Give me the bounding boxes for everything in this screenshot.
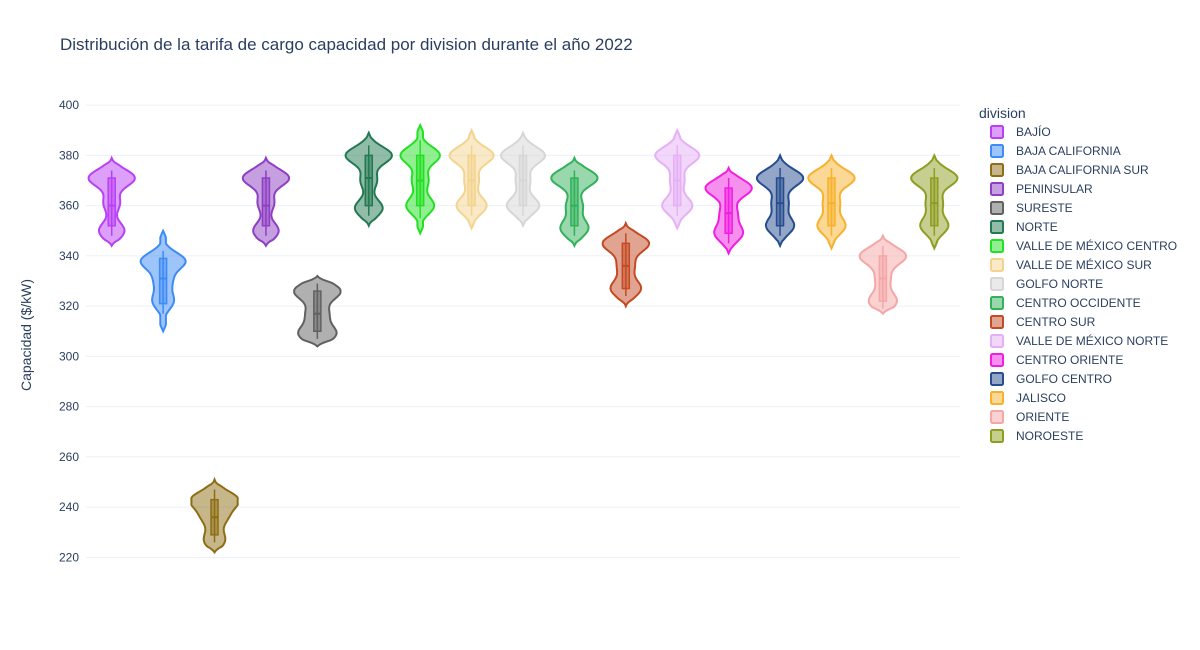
legend-item[interactable]: NORTE [990,220,1058,234]
y-tick-label: 380 [59,148,79,162]
legend-label: BAJA CALIFORNIA [1016,144,1121,158]
legend-swatch [990,296,1004,310]
legend-swatch [990,410,1004,424]
legend-swatch [990,201,1004,215]
box [261,177,271,227]
legend-swatch [990,334,1004,348]
violin-baja-california [139,228,187,334]
legend-swatch [990,220,1004,234]
legend-label: CENTRO OCCIDENTE [1016,296,1141,310]
y-tick-label: 340 [59,249,79,263]
violin-valle-de-m-xico-sur [448,127,495,231]
legend-label: NOROESTE [1016,429,1083,443]
legend-item[interactable]: ORIENTE [990,410,1069,424]
legend-item[interactable]: VALLE DE MÉXICO NORTE [990,333,1168,348]
legend-item[interactable]: NOROESTE [990,429,1083,443]
violin-noroeste [910,153,959,251]
y-tick-label: 360 [59,199,79,213]
legend-label: GOLFO NORTE [1016,277,1103,291]
violin-golfo-centro [755,152,805,249]
legend-title: division [979,105,1026,121]
legend-label: VALLE DE MÉXICO NORTE [1016,333,1168,348]
legend-label: BAJA CALIFORNIA SUR [1016,163,1149,177]
legend-swatch [990,372,1004,386]
y-gridlines [86,104,960,558]
y-tick-labels: 220 240 260 280 300 320 340 360 380 400 [59,98,79,564]
box [107,177,116,227]
legend-swatch [990,258,1004,272]
violin-valle-de-m-xico-centro [399,122,441,236]
y-tick-label: 280 [59,400,79,414]
y-tick-label: 240 [59,500,79,514]
violin-centro-occidente [550,155,599,249]
y-tick-label: 300 [59,349,79,363]
y-tick-label: 220 [59,550,79,564]
box [827,177,836,227]
legend-item[interactable]: JALISCO [990,391,1066,405]
legend-swatch [990,125,1004,139]
violin-peninsular [241,155,291,248]
legend-item[interactable]: CENTRO OCCIDENTE [990,296,1141,310]
violin-centro-oriente [704,165,753,256]
box [364,154,374,207]
box [724,187,733,235]
legend-swatch [990,163,1004,177]
legend-label: PENINSULAR [1016,182,1093,196]
box [775,177,785,227]
legend-label: JALISCO [1016,391,1066,405]
legend-label: ORIENTE [1016,410,1069,424]
legend-swatch [990,182,1004,196]
legend-item[interactable]: BAJA CALIFORNIA [990,144,1121,158]
legend-item[interactable]: BAJÍO [990,124,1051,139]
violin-norte [344,130,393,229]
violin-sureste [293,274,342,348]
y-tick-label: 400 [59,98,79,112]
legend-item[interactable]: PENINSULAR [990,182,1093,196]
legend-item[interactable]: VALLE DE MÉXICO CENTRO [990,238,1177,253]
box [158,257,168,305]
legend-label: NORTE [1016,220,1058,234]
violin-jalisco [807,153,856,251]
legend-swatch [990,277,1004,291]
violin-centro-sur [601,220,650,309]
legend-label: VALLE DE MÉXICO SUR [1016,257,1152,272]
legend-item[interactable]: CENTRO SUR [990,315,1096,329]
legend-item[interactable]: BAJA CALIFORNIA SUR [990,163,1149,177]
violin-golfo-norte [499,130,547,229]
legend-label: VALLE DE MÉXICO CENTRO [1016,238,1177,253]
legend-item[interactable]: GOLFO CENTRO [990,372,1112,386]
legend-swatch [990,315,1004,329]
legend-item[interactable]: CENTRO ORIENTE [990,353,1123,367]
box [313,290,322,333]
violin-baja-california-sur [190,476,239,555]
legend-label: BAJÍO [1016,124,1051,139]
y-tick-label: 320 [59,299,79,313]
y-tick-label: 260 [59,450,79,464]
legend-swatch [990,353,1004,367]
legend-swatch [990,144,1004,158]
legend-item[interactable]: GOLFO NORTE [990,277,1103,291]
violin-traces [87,122,959,555]
legend-swatch [990,239,1004,253]
legend-label: GOLFO CENTRO [1016,372,1112,386]
legend-swatch [990,429,1004,443]
legend-item[interactable]: VALLE DE MÉXICO SUR [990,257,1152,272]
violin-valle-de-m-xico-norte [654,127,701,231]
box [930,177,939,227]
box [570,177,579,227]
legend-label: CENTRO SUR [1016,315,1096,329]
y-axis-label: Capacidad ($/kW) [18,279,34,391]
violin-baj-o [87,155,136,248]
chart-title: Distribución de la tarifa de cargo capac… [60,35,633,54]
legend: BAJÍO BAJA CALIFORNIA BAJA CALIFORNIA SUR P… [990,124,1177,443]
legend-label: SURESTE [1016,201,1073,215]
legend-label: CENTRO ORIENTE [1016,353,1123,367]
legend-item[interactable]: SURESTE [990,201,1073,215]
legend-swatch [990,391,1004,405]
violin-oriente [858,233,907,316]
